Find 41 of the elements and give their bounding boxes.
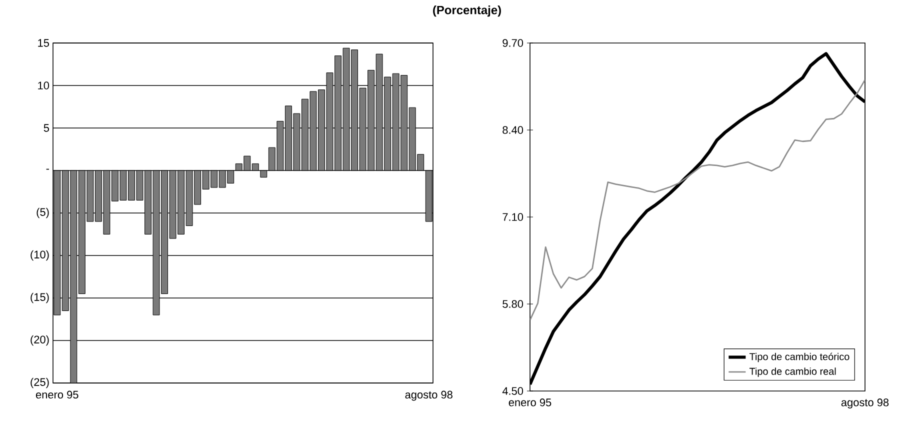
x-tick-label: agosto 98 xyxy=(405,390,452,401)
y-tick-label: (5) xyxy=(36,208,49,218)
legend-label: Tipo de cambio real xyxy=(749,368,836,377)
y-tick-label: (10) xyxy=(30,250,49,261)
y-tick-label: (25) xyxy=(30,378,49,388)
bar xyxy=(400,75,408,171)
y-tick-label: 7.10 xyxy=(502,213,524,221)
bar xyxy=(178,170,185,234)
y-tick-label: 9.70 xyxy=(502,39,524,47)
y-tick-label: 8.40 xyxy=(502,126,524,134)
text: (Porcentaje) xyxy=(433,6,501,17)
bar xyxy=(334,56,342,171)
bar xyxy=(284,106,292,171)
bar xyxy=(144,170,152,234)
bar xyxy=(54,170,60,315)
y-tick-label: (20) xyxy=(30,335,49,346)
bar xyxy=(384,76,392,171)
bar xyxy=(368,70,375,171)
bar xyxy=(301,98,308,171)
y-tick-label: (15) xyxy=(30,292,49,304)
y-tick-label: 10 xyxy=(38,82,50,90)
y-tick-label: 5 xyxy=(44,124,50,132)
bar xyxy=(78,170,86,294)
bar xyxy=(194,170,202,205)
y-tick-label: 5.80 xyxy=(502,300,524,308)
line-series xyxy=(530,79,866,321)
x-tick-label: enero 95 xyxy=(508,398,552,406)
bar xyxy=(161,170,168,294)
bar xyxy=(318,90,325,171)
bar xyxy=(128,170,135,200)
legend-label: Tipo de cambio teórico xyxy=(749,352,850,362)
y-tick-label: - xyxy=(46,168,49,170)
bar xyxy=(62,170,69,311)
x-tick-label: agosto 98 xyxy=(841,398,889,408)
bar xyxy=(94,170,102,222)
bar xyxy=(425,170,432,222)
x-tick-label: enero 95 xyxy=(36,390,78,399)
bar xyxy=(111,170,118,202)
y-tick-label: 4.50 xyxy=(502,387,524,395)
y-tick-label: 15 xyxy=(38,39,50,47)
bar xyxy=(351,50,358,171)
